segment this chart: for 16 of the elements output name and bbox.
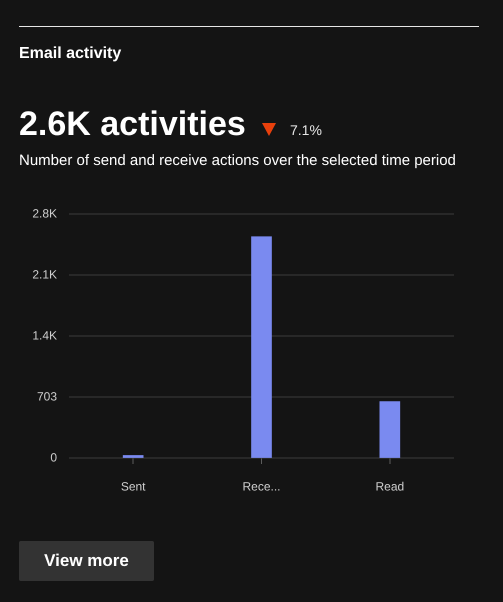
x-tick-label: Read [375,480,404,494]
x-tick-label: Sent [120,480,146,494]
y-tick-label: 0 [50,450,58,464]
button: View more [19,541,154,581]
chart-title: Email activity [19,45,122,63]
chart-subtitle: Number of send and receive actions over the selected time period [19,152,456,170]
text: 7.1% [290,122,322,138]
text: 2.6K activities [19,105,246,143]
y-tick-label: 2.1K [32,267,57,282]
y-tick-label: 703 [36,389,58,404]
x-tick-label: Rece... [242,480,281,494]
y-tick-label: 2.8K [32,206,57,220]
bar [122,455,144,458]
y-tick-label: 1.4K [32,328,57,342]
bar [251,236,272,458]
bar [380,401,400,458]
